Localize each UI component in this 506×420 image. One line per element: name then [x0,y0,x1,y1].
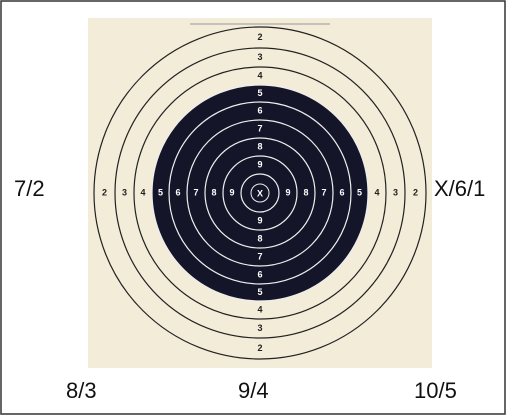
ring-number: 9 [285,187,290,197]
ring-number: 7 [257,251,262,261]
ring-number: 9 [257,215,262,225]
ring-number: 7 [257,123,262,133]
ring-number: 7 [193,187,198,197]
ring-number: 6 [257,105,262,115]
ring-number: 8 [257,141,262,151]
ring-number: 2 [257,32,262,42]
ring-number: 4 [257,70,262,80]
ring-number: 4 [257,304,262,314]
bottom-center-label: 9/4 [238,378,269,403]
ring-number: 5 [257,88,262,98]
ring-number: 2 [413,187,418,197]
ring-number: 6 [339,187,344,197]
ring-number: 6 [257,269,262,279]
ring-number: 2 [102,187,107,197]
ring-number: 5 [158,187,163,197]
ring-number: 3 [257,323,262,333]
ring-number: 9 [257,159,262,169]
bottom-right-label: 10/5 [414,378,457,403]
ring-number: 3 [122,187,127,197]
ring-number: 5 [257,287,262,297]
ring-number: 6 [175,187,180,197]
ring-number: 3 [257,52,262,62]
ring-number: 5 [357,187,362,197]
ring-number: 8 [211,187,216,197]
center-mark: X [257,188,263,198]
right-label: X/6/1 [434,176,485,201]
ring-number: 8 [303,187,308,197]
ring-number: 7 [321,187,326,197]
ring-number: 4 [374,187,379,197]
bottom-left-label: 8/3 [66,378,97,403]
ring-number: 8 [257,233,262,243]
ring-number: 9 [229,187,234,197]
left-label: 7/2 [14,176,45,201]
target-figure: 2 2 2 2 3 3 3 3 4 4 4 4 5 5 5 5 6 6 6 6 7 7 7 7 8 8 8 8 9 9 9 9 X 7/2 X/… [0,0,506,415]
ring-number: 4 [140,187,145,197]
ring-number: 2 [257,343,262,353]
ring-number: 3 [393,187,398,197]
